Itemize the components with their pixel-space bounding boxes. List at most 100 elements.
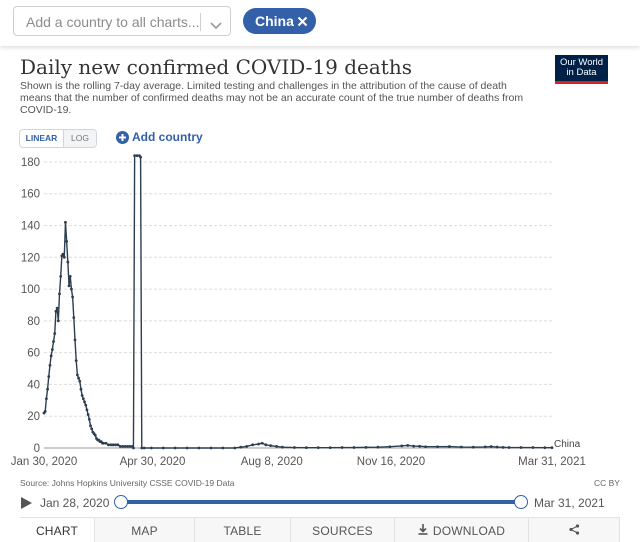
- data-point[interactable]: [80, 394, 84, 397]
- data-point[interactable]: [495, 445, 499, 449]
- line-chart[interactable]: 0 20 40 60 80 100 120 140 160 180 Jan 30, 2020 Apr…: [0, 150, 640, 474]
- data-point[interactable]: [62, 255, 66, 259]
- data-point[interactable]: [104, 441, 108, 445]
- data-point[interactable]: [59, 274, 63, 278]
- data-point[interactable]: [116, 443, 120, 447]
- data-point[interactable]: [55, 306, 59, 310]
- owid-logo[interactable]: Our World in Data: [555, 55, 608, 84]
- data-point[interactable]: [71, 295, 75, 299]
- data-point[interactable]: [251, 443, 255, 447]
- data-point[interactable]: [83, 400, 86, 404]
- data-point[interactable]: [64, 220, 67, 224]
- close-icon[interactable]: [297, 14, 308, 32]
- data-point[interactable]: [73, 338, 77, 342]
- data-point[interactable]: [135, 154, 139, 157]
- data-point[interactable]: [550, 446, 554, 450]
- data-point[interactable]: [72, 316, 76, 320]
- tab-map[interactable]: MAP: [94, 518, 194, 542]
- data-point[interactable]: [424, 445, 427, 449]
- tab-download[interactable]: DOWNLOAD: [394, 518, 528, 542]
- data-point[interactable]: [257, 442, 261, 446]
- data-point[interactable]: [507, 446, 511, 449]
- data-point[interactable]: [87, 417, 91, 421]
- data-point[interactable]: [149, 446, 153, 450]
- data-point[interactable]: [102, 441, 106, 445]
- data-point[interactable]: [221, 446, 225, 450]
- data-point[interactable]: [133, 154, 137, 157]
- data-point[interactable]: [139, 155, 142, 159]
- data-point[interactable]: [84, 403, 88, 407]
- tab-share[interactable]: [528, 518, 620, 542]
- data-point[interactable]: [67, 284, 71, 288]
- data-point[interactable]: [412, 444, 416, 448]
- data-point[interactable]: [340, 446, 344, 449]
- data-point[interactable]: [501, 445, 505, 449]
- data-point[interactable]: [74, 359, 78, 362]
- data-point[interactable]: [400, 444, 404, 448]
- data-point[interactable]: [376, 445, 380, 449]
- data-point[interactable]: [86, 413, 90, 417]
- data-point[interactable]: [118, 445, 122, 448]
- license-link[interactable]: CC BY: [594, 478, 620, 488]
- data-point[interactable]: [245, 445, 249, 448]
- data-point[interactable]: [61, 252, 65, 256]
- data-point[interactable]: [111, 443, 115, 447]
- data-point[interactable]: [78, 379, 82, 383]
- data-point[interactable]: [364, 445, 368, 449]
- data-point[interactable]: [54, 309, 58, 313]
- data-point[interactable]: [304, 446, 308, 450]
- data-point[interactable]: [109, 443, 113, 447]
- data-point[interactable]: [132, 446, 135, 450]
- timeline-track[interactable]: [121, 500, 521, 504]
- data-point[interactable]: [114, 443, 117, 447]
- data-point[interactable]: [52, 340, 55, 343]
- data-point[interactable]: [68, 274, 72, 278]
- data-point[interactable]: [46, 387, 49, 391]
- data-point[interactable]: [85, 408, 89, 412]
- data-point[interactable]: [471, 445, 475, 449]
- data-point[interactable]: [65, 240, 69, 243]
- data-point[interactable]: [260, 441, 264, 445]
- data-point[interactable]: [126, 445, 129, 448]
- series-line-china[interactable]: [43, 154, 552, 449]
- data-point[interactable]: [436, 445, 439, 449]
- data-point[interactable]: [543, 446, 547, 450]
- add-country-dropdown[interactable]: Add a country to all charts...: [13, 6, 231, 36]
- data-point[interactable]: [43, 410, 47, 413]
- data-point[interactable]: [70, 287, 73, 291]
- data-point[interactable]: [406, 444, 410, 447]
- tab-chart[interactable]: CHART: [20, 518, 94, 542]
- data-point[interactable]: [121, 445, 125, 448]
- data-point[interactable]: [56, 319, 60, 323]
- data-point[interactable]: [66, 260, 70, 264]
- data-point[interactable]: [48, 363, 52, 367]
- data-point[interactable]: [275, 445, 278, 448]
- selected-country-chip[interactable]: China: [243, 8, 316, 34]
- tab-table[interactable]: TABLE: [194, 518, 290, 542]
- data-point[interactable]: [140, 446, 144, 450]
- data-point[interactable]: [209, 446, 213, 450]
- data-point[interactable]: [89, 424, 92, 428]
- data-point[interactable]: [81, 397, 85, 401]
- data-point[interactable]: [281, 445, 284, 449]
- data-point[interactable]: [269, 444, 272, 448]
- timeline-start-handle[interactable]: [114, 495, 128, 509]
- timeline-end-handle[interactable]: [514, 495, 528, 509]
- log-scale-button[interactable]: LOG: [64, 130, 96, 147]
- data-point[interactable]: [161, 446, 165, 450]
- data-point[interactable]: [239, 445, 243, 449]
- data-point[interactable]: [531, 446, 535, 449]
- data-point[interactable]: [123, 445, 127, 448]
- data-point[interactable]: [93, 433, 97, 437]
- data-point[interactable]: [79, 387, 83, 391]
- data-point[interactable]: [185, 446, 189, 450]
- data-point[interactable]: [293, 446, 296, 449]
- play-icon[interactable]: [20, 496, 33, 515]
- data-point[interactable]: [77, 376, 80, 380]
- data-point[interactable]: [483, 445, 487, 449]
- data-point[interactable]: [75, 373, 79, 377]
- data-point[interactable]: [489, 445, 493, 448]
- data-point[interactable]: [519, 446, 523, 449]
- data-point[interactable]: [50, 348, 54, 351]
- data-point[interactable]: [197, 446, 201, 450]
